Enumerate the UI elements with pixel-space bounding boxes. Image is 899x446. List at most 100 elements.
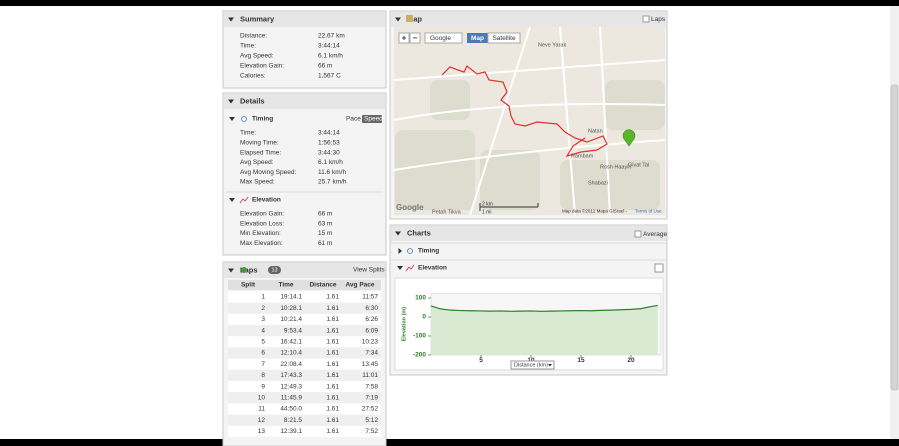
toggle-arrow[interactable] (395, 17, 401, 22)
row-value: 6.1 km/h (318, 53, 343, 60)
column-header: Avg Pace (345, 282, 374, 289)
column-header: Time (278, 282, 293, 289)
table-cell: 44:50.0 (280, 406, 302, 413)
map-road (469, 26, 531, 216)
table-row (228, 291, 381, 303)
panel-title: Map (407, 14, 422, 23)
x-selector[interactable] (510, 360, 555, 370)
view-splits-link[interactable]: View Splits (353, 267, 385, 274)
bottom-bar (0, 439, 899, 446)
section-title[interactable]: Timing (418, 248, 439, 255)
table-cell: 1 (261, 294, 265, 301)
toggle-arrow[interactable] (228, 268, 234, 273)
table-cell: 11:57 (362, 294, 378, 301)
table-row (228, 403, 381, 415)
map-logo: Google (396, 203, 424, 212)
map-icon (406, 15, 413, 22)
table-cell: 7:58 (365, 383, 378, 390)
scale-mi: 1 mi (482, 209, 491, 215)
laps-icon (241, 267, 247, 273)
zoom-label[interactable]: − (413, 34, 418, 43)
table-cell: 6 (261, 350, 265, 357)
row-value: 66 m (318, 211, 332, 218)
row-value: 3:44:14 (318, 43, 340, 50)
elevation-area (431, 305, 658, 355)
table-row (228, 369, 381, 381)
satellite-button[interactable] (487, 32, 521, 44)
toggle-arrow[interactable] (397, 266, 403, 270)
toggle-arrow[interactable] (228, 17, 234, 22)
table-cell: 17:43.3 (280, 372, 302, 379)
average-checkbox[interactable] (634, 230, 642, 238)
x-tick-label: 20 (627, 357, 635, 364)
zoom-label[interactable]: + (402, 34, 407, 43)
map-area (395, 130, 475, 210)
table-cell: 6:26 (365, 316, 378, 323)
table-cell: 6:30 (365, 305, 378, 312)
laps-checkbox-label[interactable]: Laps (651, 16, 666, 23)
top-bar (0, 0, 899, 6)
table-cell: 1.61 (326, 383, 339, 390)
row-value: 11.6 km/h (318, 169, 346, 176)
table-row (228, 425, 381, 437)
elevation-icon (239, 196, 249, 204)
satellite-button-label[interactable]: Satellite (492, 35, 516, 42)
toggle-arrow[interactable] (229, 117, 235, 121)
map-attribution: Map data ©2012 Mapa GISrael - (562, 208, 628, 214)
start-pin (622, 129, 636, 147)
speed-toggle-bg[interactable] (362, 115, 382, 123)
table-cell: 12:39.1 (280, 428, 302, 435)
map-place: Rosh Haayin (600, 164, 632, 170)
table-cell: 11 (258, 406, 265, 413)
table-cell: 1.61 (326, 395, 339, 402)
table-cell: 19:14.1 (280, 294, 302, 301)
table-row (228, 313, 381, 325)
average-label[interactable]: Average (643, 231, 667, 238)
scroll-thumb[interactable] (890, 84, 899, 391)
row-value: 66 m (318, 63, 332, 70)
speed-toggle[interactable]: Speed (364, 116, 383, 123)
table-cell: 13:45 (362, 361, 379, 368)
map-place: Shabazi (588, 180, 608, 186)
row-label: Max Speed: (240, 179, 275, 186)
table-header (228, 280, 381, 290)
table-cell: 2 (261, 305, 265, 312)
zoom-button[interactable] (409, 32, 421, 44)
row-label: Min Elevation: (240, 230, 281, 237)
toggle-arrow[interactable] (398, 248, 403, 254)
table-cell: 6:09 (365, 327, 378, 334)
table-cell: 10:28.1 (280, 305, 302, 312)
row-label: Moving Time: (240, 140, 279, 147)
toggle-arrow[interactable] (228, 99, 234, 104)
toggle-arrow[interactable] (229, 198, 235, 202)
y-tick-label: -200 (413, 352, 426, 359)
table-cell: 10:23 (362, 339, 379, 346)
zoom-button[interactable] (398, 32, 410, 44)
x-selector-label[interactable]: Distance (km) (514, 362, 548, 368)
panel-title: Charts (407, 228, 431, 237)
map-place: Neve Yarak (538, 42, 566, 48)
pace-toggle[interactable]: Pace (346, 116, 361, 123)
panel-title: Summary (240, 14, 275, 23)
map-place: Givat Tal (628, 162, 649, 168)
terms-link[interactable]: Terms of Use (635, 209, 662, 214)
row-value: 3:44:30 (318, 149, 340, 156)
table-cell: 8:21.5 (284, 417, 302, 424)
map-button[interactable] (467, 33, 488, 43)
provider-label[interactable]: Google (430, 35, 451, 42)
expand-button[interactable] (654, 263, 664, 273)
table-cell: 9:53.4 (284, 327, 302, 334)
laps-checkbox[interactable] (642, 15, 650, 23)
timing-icon (407, 248, 413, 254)
toggle-arrow[interactable] (395, 231, 401, 236)
table-cell: 1.61 (326, 417, 339, 424)
map-button-label[interactable]: Map (471, 35, 484, 42)
scale-km: 2 km (482, 201, 493, 207)
map-road (599, 26, 611, 216)
table-cell: 7:34 (365, 350, 378, 357)
table-row (228, 414, 381, 426)
y-tick-label: 100 (415, 295, 426, 302)
elevation-line (430, 304, 658, 312)
table-cell: 7 (261, 361, 265, 368)
provider-select[interactable] (424, 32, 463, 44)
